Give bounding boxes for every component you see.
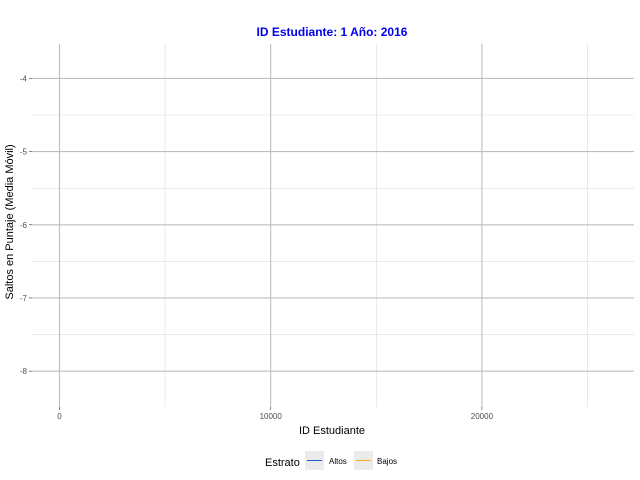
x-axis-label: ID Estudiante xyxy=(299,425,365,437)
x-tick-label: 0 xyxy=(57,412,62,421)
y-tick-label: -8 xyxy=(20,367,28,376)
plot-background xyxy=(32,44,634,407)
chart-title: ID Estudiante: 1 Año: 2016 xyxy=(257,25,408,39)
legend: Estrato Altos Bajos xyxy=(265,451,397,470)
legend-label-altos: Altos xyxy=(329,457,347,466)
x-tick-label: 10000 xyxy=(260,412,283,421)
y-tick-label: -7 xyxy=(20,294,28,303)
y-tick-label: -5 xyxy=(20,148,28,157)
legend-title: Estrato xyxy=(265,457,300,469)
plot-panel: -8 -7 -6 -5 -4 0 10000 20000 xyxy=(20,44,634,421)
x-tick-label: 20000 xyxy=(471,412,494,421)
y-tick-label: -4 xyxy=(20,74,28,83)
y-axis-label: Saltos en Puntaje (Media Móvil) xyxy=(4,144,16,299)
y-tick-label: -6 xyxy=(20,221,28,230)
legend-label-bajos: Bajos xyxy=(377,457,397,466)
